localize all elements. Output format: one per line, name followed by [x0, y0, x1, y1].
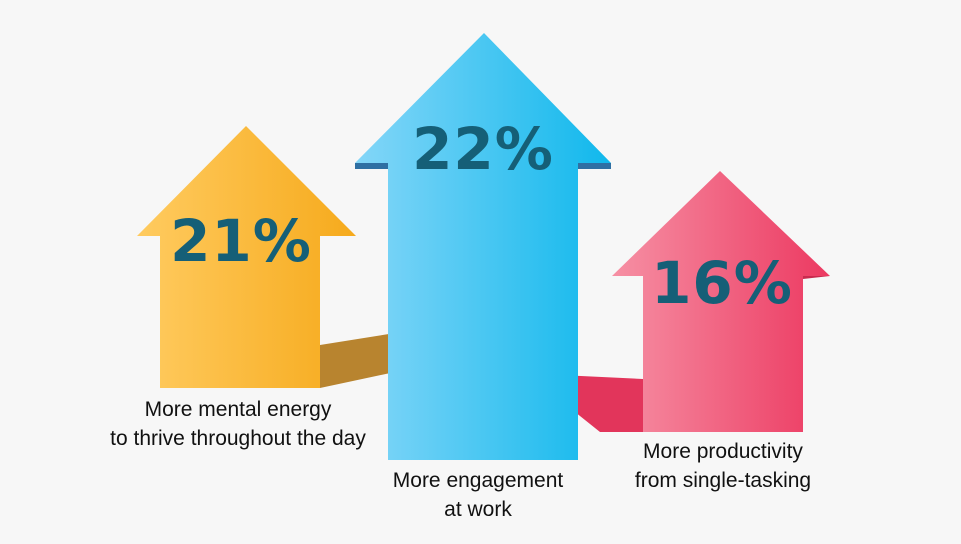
stat-value-energy: 21% — [170, 207, 312, 275]
caption-energy: More mental energy to thrive throughout … — [78, 395, 398, 453]
blue-arrow-head-edge — [355, 163, 388, 169]
caption-engagement-line-1: More engagement — [392, 469, 564, 492]
pink-arrow — [612, 171, 830, 432]
caption-engagement: More engagement at work — [348, 466, 608, 524]
yellow-arrow-shadow — [320, 333, 395, 388]
blue-arrow-head-edge-right — [578, 163, 611, 169]
caption-energy-line-2: to thrive throughout the day — [110, 427, 366, 450]
caption-energy-line-1: More mental energy — [144, 398, 332, 421]
caption-productivity-line-1: More productivity — [643, 440, 803, 463]
caption-productivity-line-2: from single-tasking — [634, 469, 812, 492]
caption-engagement-line-2: at work — [444, 498, 512, 521]
yellow-arrow — [137, 126, 356, 388]
blue-arrow — [355, 33, 611, 460]
pink-arrow-shadow — [560, 375, 643, 432]
stat-value-engagement: 22% — [412, 115, 554, 183]
caption-productivity: More productivity from single-tasking — [598, 437, 848, 495]
stat-value-productivity: 16% — [651, 249, 793, 317]
